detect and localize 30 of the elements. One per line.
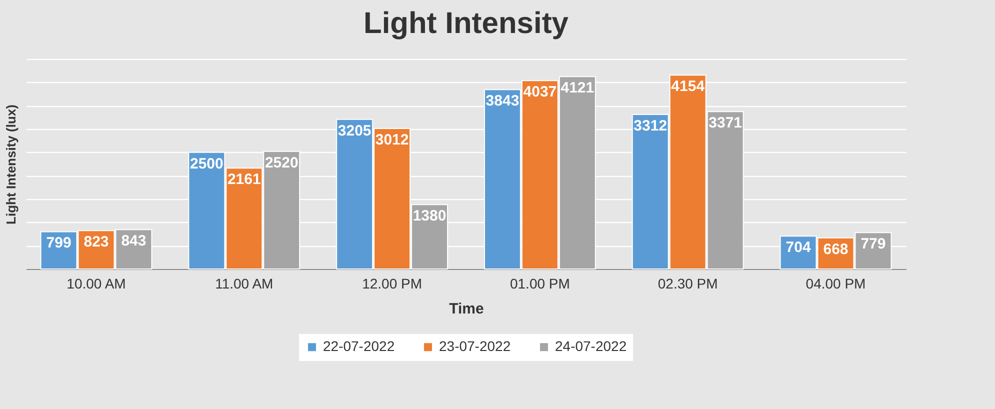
data-label: 843 bbox=[121, 232, 146, 250]
x-tick-label: 10.00 AM bbox=[66, 276, 126, 292]
data-label: 668 bbox=[823, 240, 848, 258]
data-label: 4121 bbox=[560, 80, 594, 97]
data-label: 2500 bbox=[190, 155, 224, 172]
data-label: 4154 bbox=[671, 78, 706, 96]
x-tick-label: 12.00 PM bbox=[362, 276, 422, 292]
data-label: 3205 bbox=[338, 122, 372, 140]
x-tick-label: 02.30 PM bbox=[658, 276, 718, 292]
data-label: 823 bbox=[84, 234, 109, 251]
data-label: 2161 bbox=[227, 171, 261, 188]
x-tick-label: 01.00 PM bbox=[510, 276, 570, 292]
data-label: 2520 bbox=[264, 154, 298, 172]
x-tick-label: 11.00 AM bbox=[215, 276, 274, 292]
legend-label: 22-07-2022 bbox=[323, 338, 395, 354]
x-tick-label: 04.00 PM bbox=[806, 276, 866, 292]
chart-title: Light Intensity bbox=[364, 7, 569, 40]
data-label: 3371 bbox=[708, 114, 742, 132]
legend-label: 23-07-2022 bbox=[439, 338, 511, 354]
data-label: 779 bbox=[860, 236, 886, 253]
data-label: 799 bbox=[46, 234, 72, 252]
data-label: 3843 bbox=[486, 92, 520, 110]
data-label: 3312 bbox=[634, 117, 668, 134]
data-label: 3012 bbox=[375, 131, 409, 148]
data-label: 4037 bbox=[523, 84, 557, 101]
y-axis-title: Light Intensity (lux) bbox=[4, 104, 18, 224]
x-axis-title: Time bbox=[449, 300, 484, 318]
legend-label: 24-07-2022 bbox=[555, 338, 627, 354]
data-label: 1380 bbox=[412, 208, 446, 225]
data-label: 704 bbox=[786, 239, 812, 256]
